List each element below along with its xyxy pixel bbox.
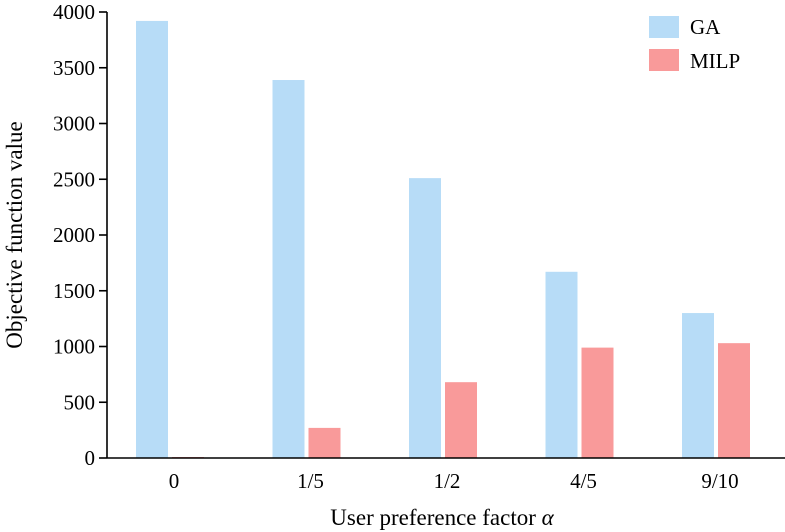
bars-layer — [136, 20, 750, 458]
y-tick-label: 0 — [85, 446, 96, 470]
bar-milp-2 — [445, 382, 477, 458]
x-tick-label: 9/10 — [701, 469, 738, 493]
y-tick-label: 2000 — [53, 223, 95, 247]
legend-swatch-ga — [649, 16, 679, 38]
bar-milp-3 — [581, 347, 614, 458]
x-tick-label: 0 — [169, 469, 180, 493]
x-tick-label: 1/2 — [434, 469, 461, 493]
x-tick-label: 1/5 — [297, 469, 324, 493]
y-tick-label: 3500 — [53, 56, 95, 80]
x-axis-label-text: User preference factor — [330, 505, 536, 530]
y-axis-label: Objective function value — [2, 121, 27, 348]
bar-ga-4 — [682, 313, 714, 458]
bar-milp-4 — [718, 343, 750, 458]
y-ticks: 0 500 1000 1500 2000 2500 3000 3500 4000 — [53, 0, 107, 470]
y-tick-label: 500 — [64, 390, 96, 414]
x-tick-label: 4/5 — [570, 469, 597, 493]
bar-milp-1 — [308, 427, 341, 458]
bar-ga-1 — [272, 80, 305, 458]
bar-ga-2 — [409, 178, 441, 458]
x-axis-label-symbol: α — [542, 505, 555, 530]
legend-label-ga: GA — [690, 15, 721, 39]
bar-ga-0 — [136, 20, 168, 458]
legend-swatch-milp — [649, 49, 679, 71]
y-tick-label: 4000 — [53, 0, 95, 24]
y-tick-label: 1000 — [53, 335, 95, 359]
legend: GA MILP — [649, 15, 740, 73]
legend-label-milp: MILP — [690, 49, 740, 73]
y-tick-label: 2500 — [53, 167, 95, 191]
bar-ga-3 — [545, 271, 578, 458]
y-tick-label: 1500 — [53, 279, 95, 303]
y-tick-label: 3000 — [53, 112, 95, 136]
x-axis-label: User preference factor α — [330, 505, 554, 530]
x-ticks: 0 1/5 1/2 4/5 9/10 — [169, 469, 739, 493]
